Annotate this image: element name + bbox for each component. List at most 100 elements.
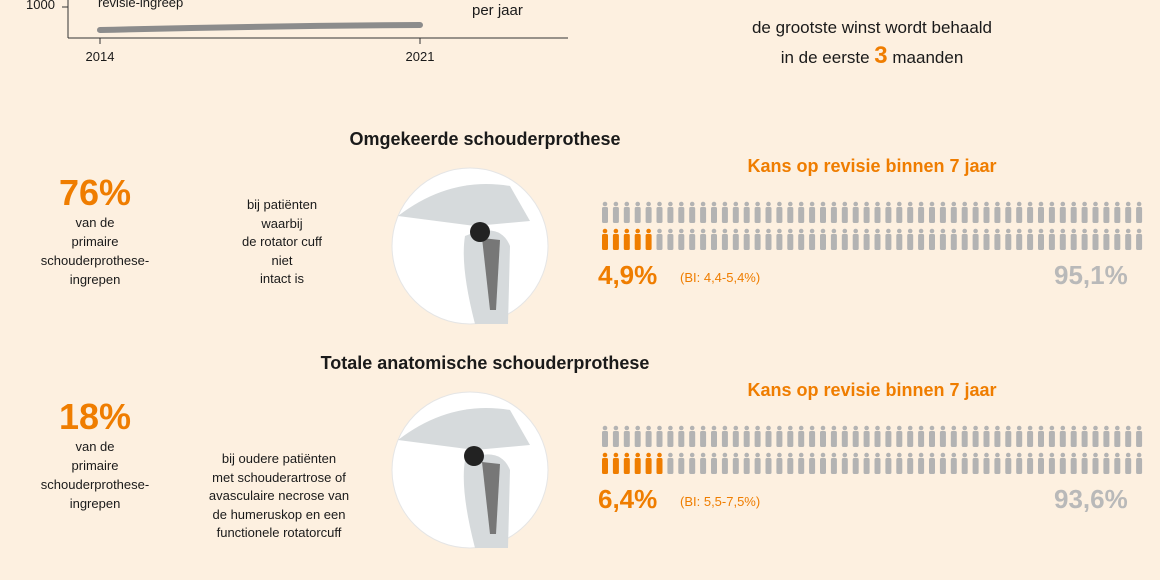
icon-body: [667, 234, 674, 250]
icon-body: [732, 234, 739, 250]
icon-body: [1081, 207, 1088, 223]
person-icon: [918, 228, 925, 250]
person-icon: [1136, 201, 1143, 223]
icon-body: [874, 234, 881, 250]
icon-body: [961, 458, 968, 474]
icon-body: [1070, 458, 1077, 474]
person-icon: [798, 228, 805, 250]
person-icon: [1092, 228, 1099, 250]
person-icon: [939, 201, 946, 223]
icon-head: [624, 228, 630, 234]
icon-body: [678, 207, 685, 223]
icon-head: [613, 201, 619, 207]
icon-head: [820, 228, 826, 234]
icon-body: [918, 458, 925, 474]
person-icon: [1125, 228, 1132, 250]
icon-head: [1016, 452, 1022, 458]
icon-body: [612, 207, 619, 223]
person-icon: [776, 425, 783, 447]
icon-body: [961, 431, 968, 447]
icon-body: [612, 458, 619, 474]
person-icon: [972, 228, 979, 250]
icon-head: [722, 452, 728, 458]
person-icon: [874, 425, 881, 447]
icon-body: [1103, 207, 1110, 223]
icon-head: [929, 228, 935, 234]
person-icon: [1048, 201, 1055, 223]
icon-head: [700, 201, 706, 207]
person-icon: [863, 201, 870, 223]
icon-head: [940, 425, 946, 431]
icon-body: [689, 207, 696, 223]
icon-head: [1038, 452, 1044, 458]
icon-body: [929, 234, 935, 250]
icon-body: [994, 234, 1001, 250]
icon-head: [1049, 201, 1055, 207]
icon-body: [634, 234, 641, 250]
person-icon: [1081, 201, 1088, 223]
share-desc: schouderprothese-: [40, 477, 150, 492]
icon-body: [700, 207, 707, 223]
icon-head: [842, 201, 848, 207]
share-desc: schouderprothese-: [40, 253, 150, 268]
icon-body: [961, 234, 968, 250]
icon-body: [929, 458, 935, 474]
icon-head: [1049, 228, 1055, 234]
icon-head: [951, 228, 957, 234]
icon-body: [645, 207, 652, 223]
implant-stem: [482, 462, 500, 534]
icon-head: [809, 425, 815, 431]
icon-head: [907, 452, 913, 458]
person-icon: [721, 452, 728, 474]
icon-head: [689, 425, 695, 431]
indication: de humeruskop en een: [212, 506, 346, 522]
icon-head: [940, 201, 946, 207]
person-icon: [711, 228, 717, 250]
icon-head: [711, 228, 717, 234]
icon-head: [1093, 452, 1098, 458]
icon-head: [973, 425, 978, 431]
person-icon: [994, 425, 1001, 447]
icon-body: [689, 458, 696, 474]
icon-head: [951, 452, 957, 458]
person-icon: [689, 228, 696, 250]
icon-body: [634, 431, 641, 447]
icon-head: [733, 201, 739, 207]
person-icon: [1027, 201, 1034, 223]
no-revision: 93,6%: [1054, 484, 1128, 514]
icon-body: [896, 207, 903, 223]
icon-head: [722, 201, 728, 207]
person-icon: [721, 228, 728, 250]
icon-head: [1060, 425, 1066, 431]
icon-body: [983, 458, 990, 474]
icon-body: [667, 207, 674, 223]
icon-body: [896, 458, 903, 474]
person-icon: [852, 201, 859, 223]
person-icon: [994, 201, 1001, 223]
icon-body: [863, 207, 870, 223]
icon-head: [1027, 201, 1033, 207]
person-icon: [612, 201, 619, 223]
icon-head: [1060, 201, 1066, 207]
person-icon: [885, 425, 892, 447]
icon-body: [820, 234, 826, 250]
icon-head: [635, 228, 640, 234]
icon-body: [994, 458, 1001, 474]
icon-body: [700, 458, 707, 474]
icon-head: [766, 228, 771, 234]
icon-head: [1082, 228, 1087, 234]
icon-head: [1016, 425, 1022, 431]
icon-body: [1005, 458, 1012, 474]
icon-body: [623, 234, 630, 250]
person-icon: [907, 201, 914, 223]
icon-head: [700, 452, 706, 458]
icon-body: [732, 458, 739, 474]
icon-head: [689, 228, 695, 234]
icon-head: [602, 425, 608, 431]
person-icon: [1125, 425, 1132, 447]
icon-body: [1092, 458, 1099, 474]
person-icon: [896, 201, 903, 223]
icon-head: [646, 452, 651, 458]
icon-body: [602, 431, 608, 447]
